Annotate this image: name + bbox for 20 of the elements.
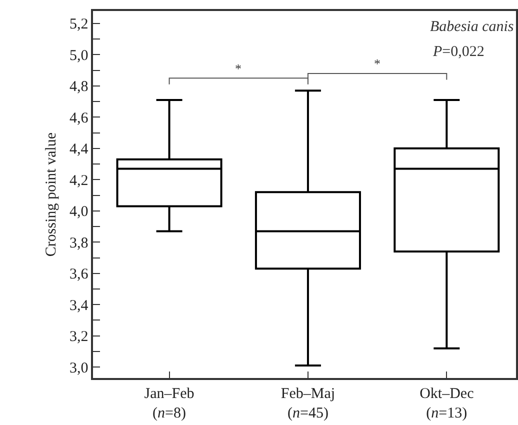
y-tick-label: 3,2 xyxy=(70,329,88,346)
annotation: * xyxy=(235,61,242,76)
x-tick-label: Okt–Dec (n=13) xyxy=(420,386,474,422)
y-tick-label: 4,2 xyxy=(70,172,88,189)
y-tick-label: 5,0 xyxy=(70,48,88,64)
y-tick-label: 3,0 xyxy=(70,360,88,376)
x-tick-label: Jan–Feb (n=8) xyxy=(144,386,194,422)
y-tick-label: 4,4 xyxy=(70,142,89,158)
annotation: * xyxy=(374,56,380,71)
y-tick-label: 4,8 xyxy=(70,79,88,96)
annotation: P=0,022 xyxy=(432,44,484,60)
annotation: Babesia canis xyxy=(430,19,514,35)
y-tick-label: 4,6 xyxy=(70,110,89,126)
y-tick-label: 3,6 xyxy=(70,266,89,283)
y-tick-label: 3,8 xyxy=(70,235,88,252)
y-axis-title: Crossing point value xyxy=(43,132,60,257)
y-tick-label: 4,0 xyxy=(70,204,88,220)
x-tick-label: Feb–Maj (n=45) xyxy=(280,386,336,422)
y-tick-label: 5,2 xyxy=(70,16,88,33)
y-tick-label: 3,4 xyxy=(70,298,89,314)
